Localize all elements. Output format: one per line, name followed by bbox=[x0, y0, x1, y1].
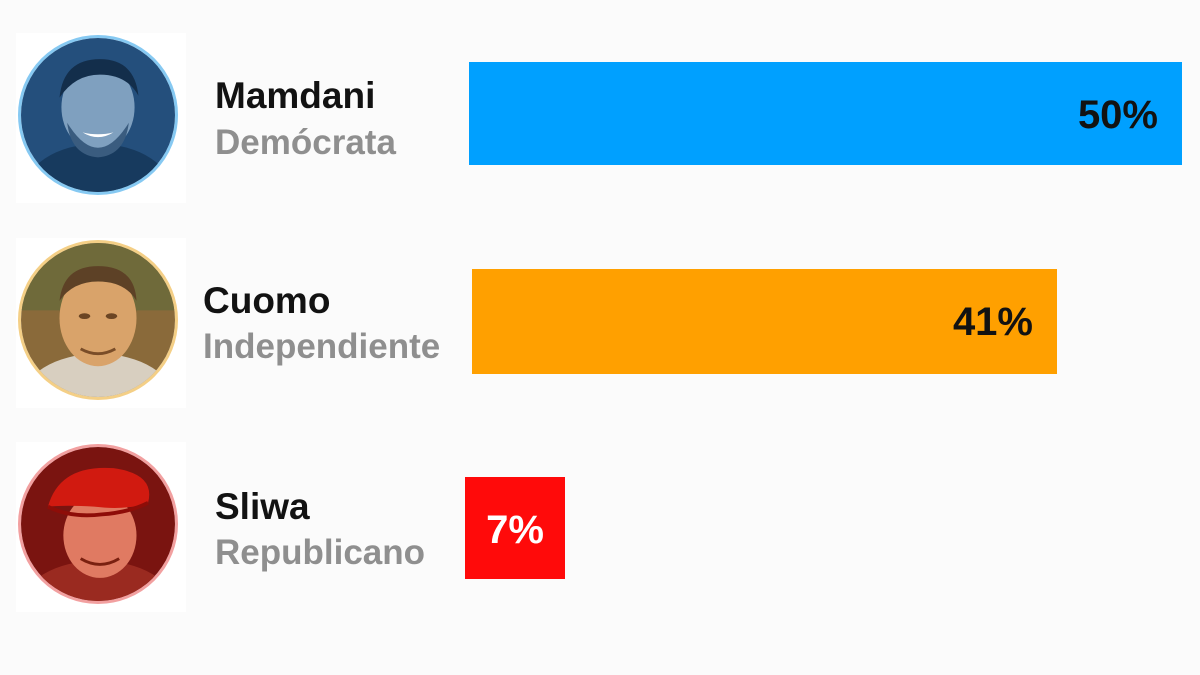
candidate-row-sliwa: Sliwa Republicano 7% bbox=[16, 442, 565, 612]
candidate-party: Independiente bbox=[203, 327, 441, 366]
avatar-card bbox=[16, 33, 186, 203]
candidate-photo-sliwa-icon bbox=[18, 444, 178, 604]
candidate-name: Cuomo bbox=[203, 280, 331, 321]
data-label-mamdani: 50% bbox=[1077, 93, 1158, 137]
candidate-name: Sliwa bbox=[215, 486, 310, 527]
avatar-card bbox=[16, 442, 186, 612]
candidate-row-mamdani: Mamdani Demócrata 50% bbox=[0, 0, 1200, 215]
candidate-party: Demócrata bbox=[215, 123, 396, 162]
bar-sliwa bbox=[465, 477, 565, 579]
bar-cuomo bbox=[472, 269, 1057, 374]
data-label-sliwa: 7% bbox=[486, 508, 544, 552]
candidate-party: Republicano bbox=[215, 533, 426, 572]
candidate-name: Mamdani bbox=[215, 75, 376, 116]
candidate-photo-cuomo-icon bbox=[18, 240, 178, 400]
candidate-row-cuomo: Cuomo Independiente 41% bbox=[16, 238, 1057, 408]
data-label-cuomo: 41% bbox=[952, 300, 1033, 344]
candidate-photo-mamdani-icon bbox=[18, 35, 178, 195]
bar-mamdani bbox=[469, 62, 1182, 165]
avatar-card bbox=[16, 238, 186, 408]
